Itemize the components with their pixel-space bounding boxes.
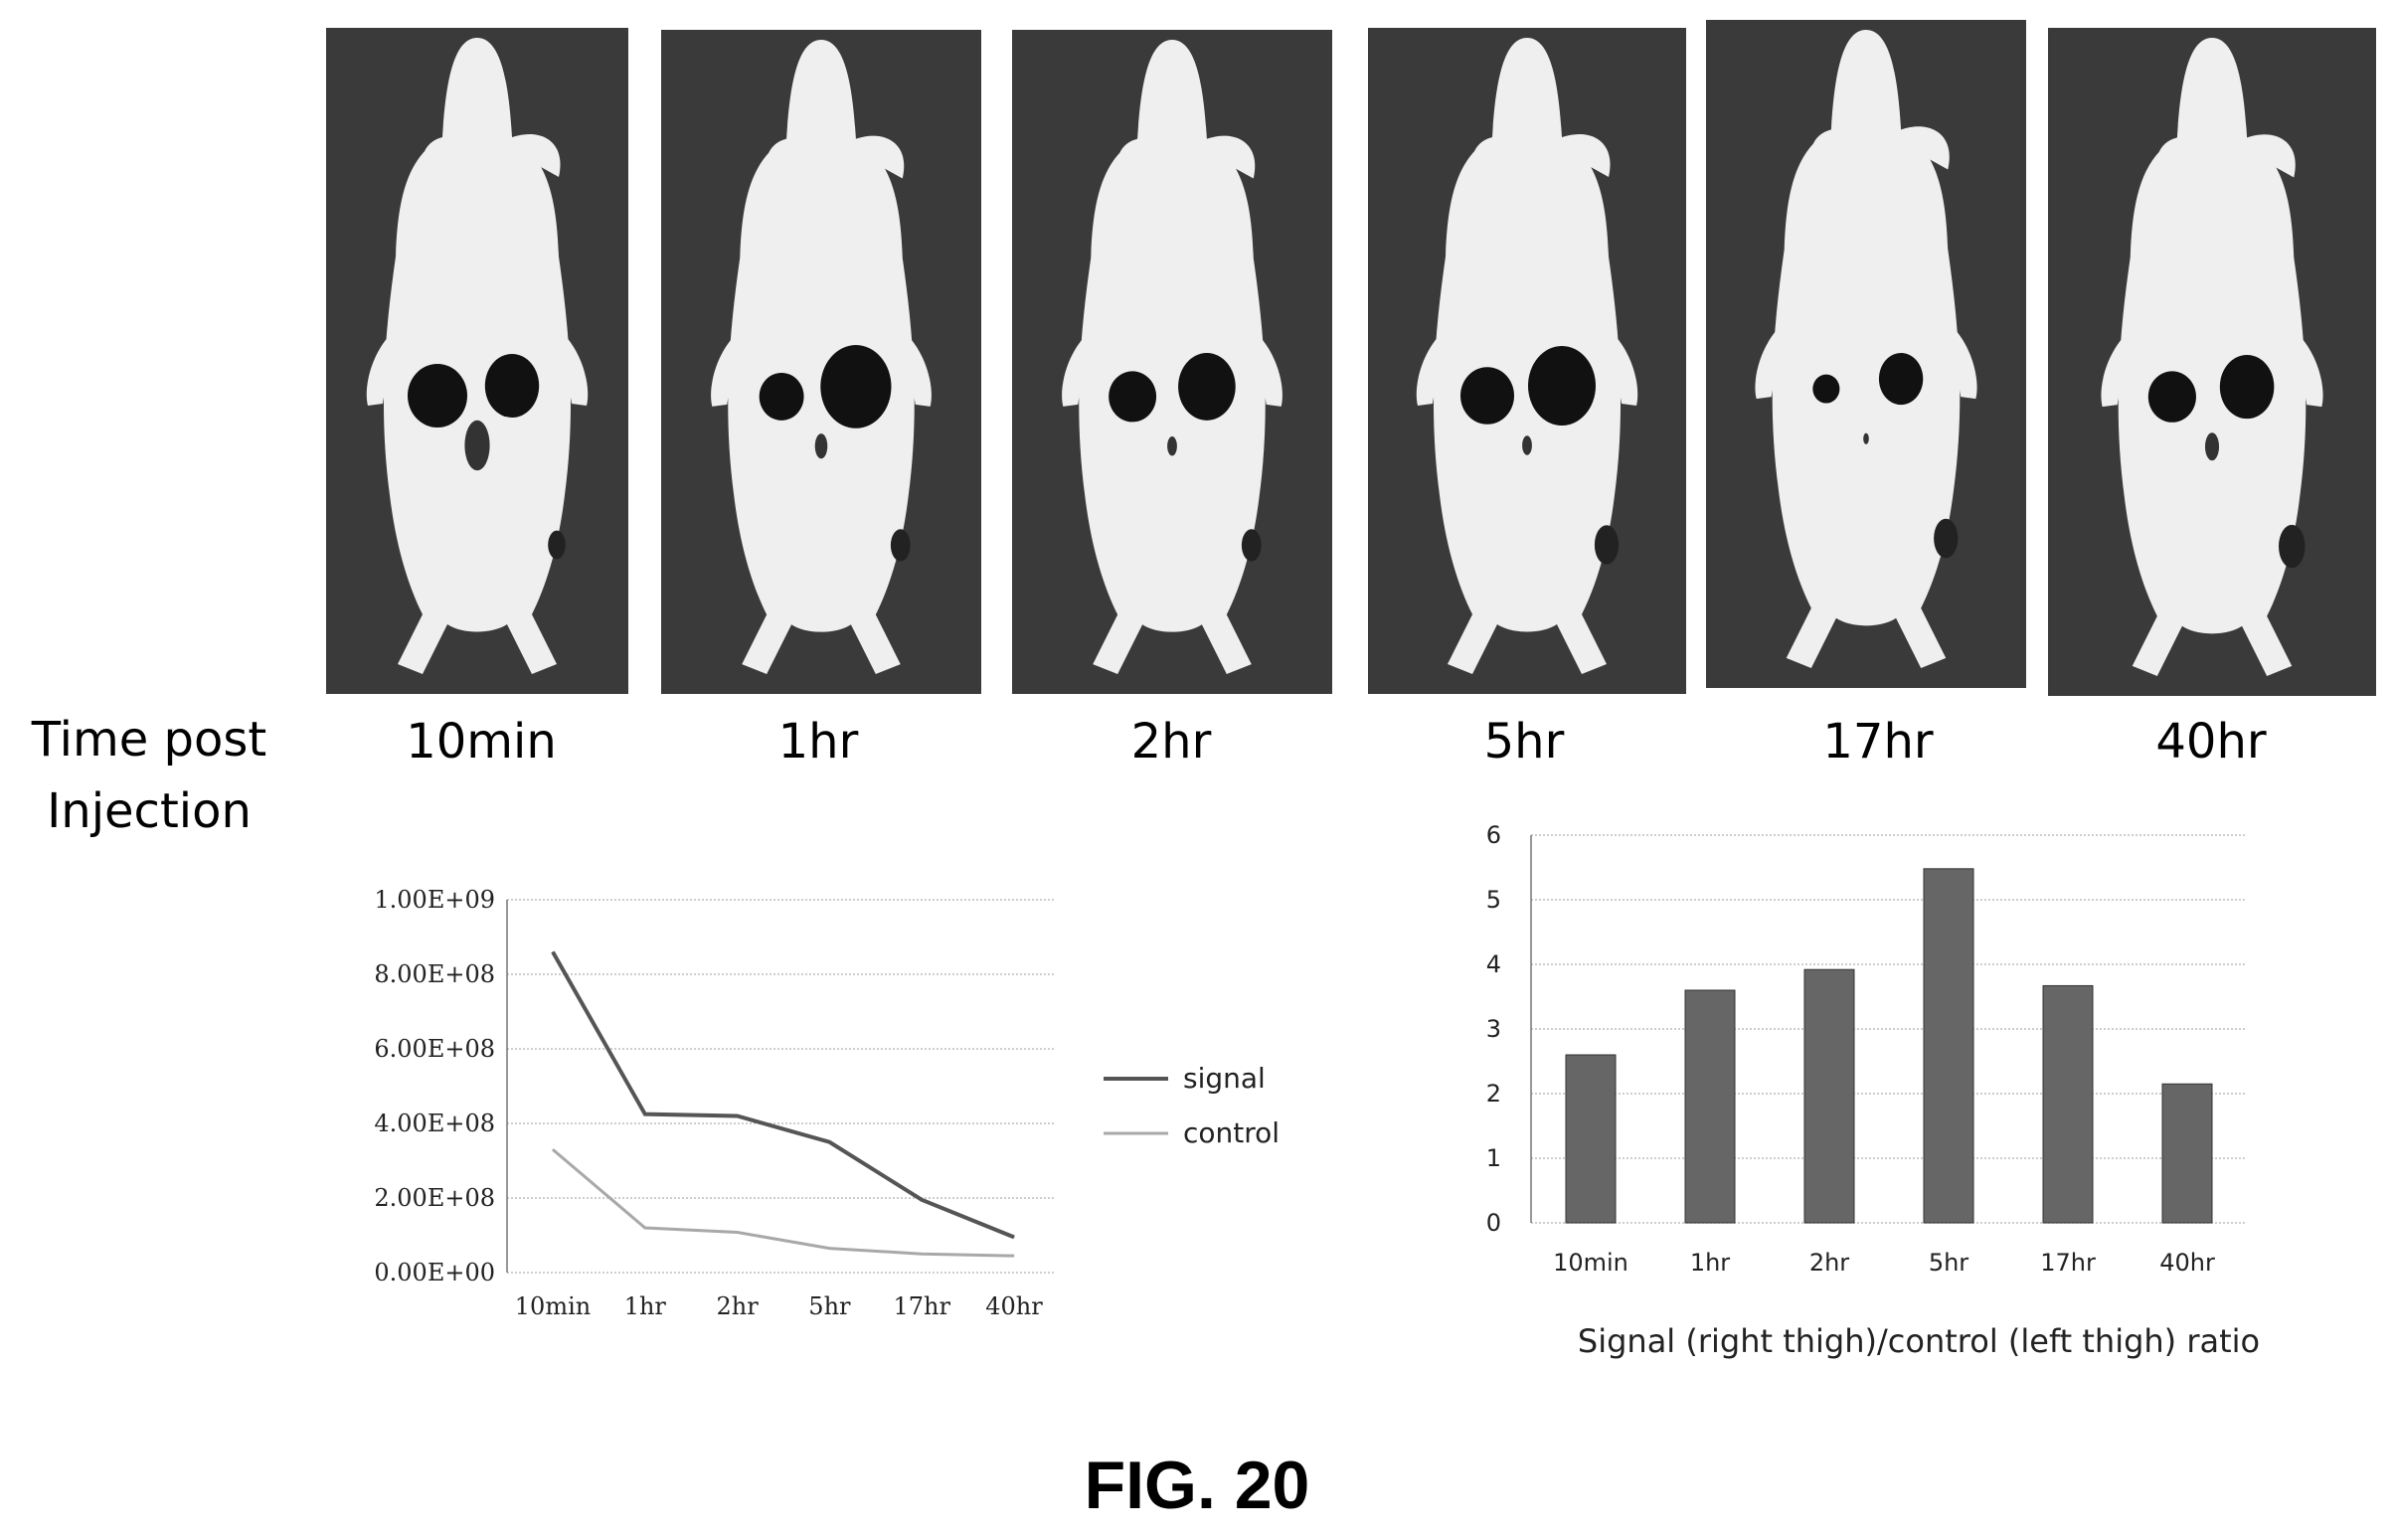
y-tick-label: 2 [1486, 1080, 1501, 1108]
data-point-signal [737, 1115, 739, 1116]
time-label-40hr: 40hr [2155, 714, 2267, 770]
y-tick-label: 3 [1486, 1015, 1501, 1043]
time-label-2hr: 2hr [1130, 714, 1212, 770]
mouse-image-10min [326, 28, 628, 694]
figure-label: FIG. 20 [1084, 1448, 1310, 1523]
time-label-10min: 10min [406, 714, 557, 770]
mouse-image-2hr [1012, 30, 1332, 694]
series-line-control [552, 1148, 1015, 1258]
time-label-5hr: 5hr [1483, 714, 1565, 770]
mouse-illustration [1416, 38, 1638, 674]
data-point-control [828, 1248, 830, 1250]
y-tick-label: 1 [1486, 1144, 1501, 1172]
legend-label-signal: signal [1183, 1062, 1266, 1095]
data-point-signal [828, 1141, 830, 1143]
data-point-signal [644, 1113, 646, 1115]
bar-40hr [2161, 1083, 2213, 1224]
y-tick-label: 1.00E+09 [374, 886, 495, 914]
bar-2hr [1803, 968, 1855, 1224]
data-point-control [644, 1227, 646, 1229]
x-tick-label: 17hr [2040, 1249, 2096, 1277]
data-point-signal [1013, 1236, 1015, 1238]
y-tick-label: 5 [1486, 886, 1501, 914]
mouse-illustration [711, 39, 932, 675]
data-point-control [552, 1148, 554, 1150]
row-title-line1: Time post [31, 712, 267, 768]
bar-17hr [2042, 984, 2094, 1224]
x-tick-label: 40hr [2159, 1249, 2215, 1277]
bar-10min [1565, 1054, 1617, 1224]
row-title-line2: Injection [47, 783, 252, 839]
mouse-image-5hr [1368, 28, 1686, 694]
time-label-1hr: 1hr [777, 714, 859, 770]
bar-1hr [1684, 989, 1736, 1224]
mouse-image-40hr [2048, 28, 2376, 696]
mouse-illustration [1755, 30, 1977, 668]
x-tick-label: 17hr [893, 1292, 950, 1320]
line-chart-gridlines [507, 899, 1054, 1274]
data-point-signal [552, 951, 554, 952]
y-tick-label: 0.00E+00 [374, 1259, 495, 1286]
y-tick-label: 6 [1486, 821, 1501, 849]
x-tick-label: 5hr [808, 1292, 851, 1320]
x-tick-label: 10min [515, 1292, 591, 1320]
mouse-illustration [366, 38, 589, 674]
y-tick-label: 6.00E+08 [374, 1035, 495, 1063]
line-chart-legend: signal control [1104, 1062, 1280, 1149]
mouse-illustration [1062, 39, 1282, 675]
bar-5hr [1923, 868, 1974, 1224]
legend-label-control: control [1183, 1116, 1280, 1149]
x-tick-label: 5hr [1929, 1249, 1968, 1277]
row-title: Time post Injection [0, 704, 298, 847]
data-point-control [737, 1232, 739, 1233]
mouse-image-1hr [661, 30, 981, 694]
x-tick-label: 40hr [985, 1292, 1043, 1320]
y-tick-label: 4 [1486, 950, 1501, 978]
data-point-control [921, 1253, 923, 1255]
x-tick-label: 1hr [624, 1292, 667, 1320]
series-line-signal [551, 950, 1015, 1240]
x-tick-label: 1hr [1690, 1249, 1730, 1277]
data-point-control [1013, 1255, 1015, 1257]
data-point-signal [921, 1199, 923, 1201]
line-chart: 0.00E+00 2.00E+08 4.00E+08 6.00E+08 8.00E+08… [374, 886, 1280, 1320]
x-axis-label: Signal (right thigh)/control (left thigh… [1578, 1322, 2260, 1360]
y-tick-label: 2.00E+08 [374, 1184, 495, 1212]
mouse-illustration [2101, 38, 2323, 676]
bar-chart: 0 1 2 3 4 5 6 10min 1hr 2hr 5hr 17hr 40hr Signal (rig… [1486, 821, 2260, 1360]
time-label-17hr: 17hr [1822, 714, 1934, 770]
mouse-image-17hr [1706, 20, 2026, 688]
x-tick-label: 10min [1553, 1249, 1628, 1277]
y-tick-label: 4.00E+08 [374, 1110, 495, 1137]
y-tick-label: 8.00E+08 [374, 960, 495, 988]
y-tick-label: 0 [1486, 1209, 1501, 1237]
x-tick-label: 2hr [1809, 1249, 1849, 1277]
bar-chart-gridlines [1531, 834, 2247, 1224]
x-tick-label: 2hr [716, 1292, 759, 1320]
